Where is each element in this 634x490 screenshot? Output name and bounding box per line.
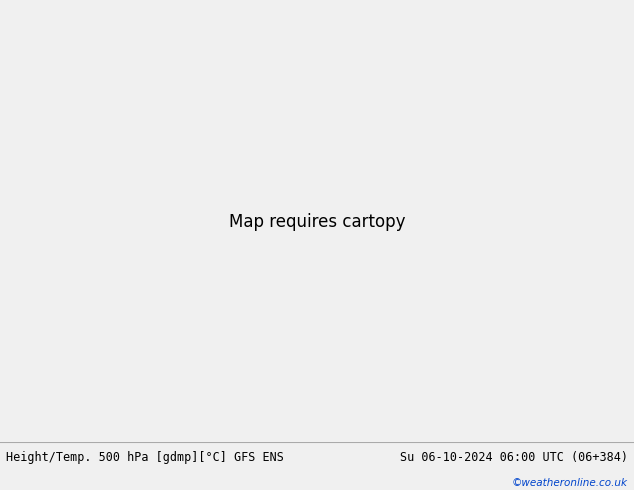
Text: ©weatheronline.co.uk: ©weatheronline.co.uk bbox=[512, 478, 628, 488]
Text: Su 06-10-2024 06:00 UTC (06+384): Su 06-10-2024 06:00 UTC (06+384) bbox=[399, 451, 628, 464]
Text: Map requires cartopy: Map requires cartopy bbox=[229, 213, 405, 231]
Text: Height/Temp. 500 hPa [gdmp][°C] GFS ENS: Height/Temp. 500 hPa [gdmp][°C] GFS ENS bbox=[6, 451, 284, 464]
